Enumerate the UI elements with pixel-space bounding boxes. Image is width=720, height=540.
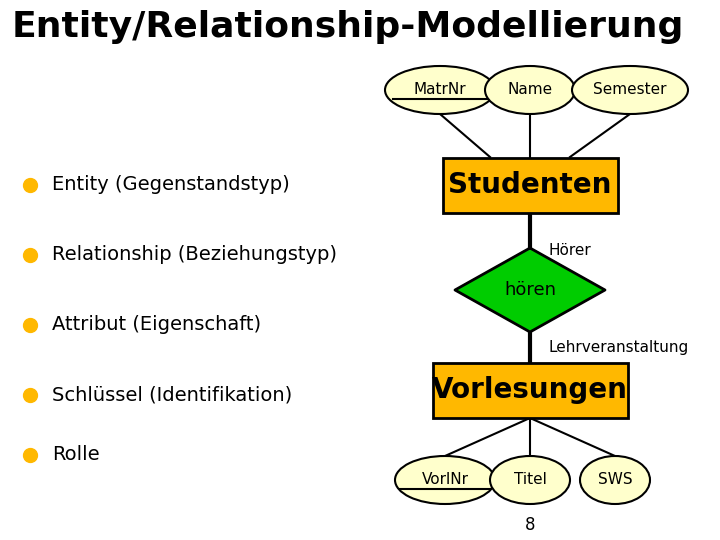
Polygon shape <box>455 248 605 332</box>
Text: SWS: SWS <box>598 472 632 488</box>
Text: Schlüssel (Identifikation): Schlüssel (Identifikation) <box>52 386 292 404</box>
Text: Attribut (Eigenschaft): Attribut (Eigenschaft) <box>52 315 261 334</box>
Ellipse shape <box>385 66 495 114</box>
Text: Name: Name <box>508 83 552 98</box>
Text: Lehrveranstaltung: Lehrveranstaltung <box>548 340 688 355</box>
Ellipse shape <box>490 456 570 504</box>
Text: Hörer: Hörer <box>548 243 590 258</box>
Text: Entity/Relationship-Modellierung: Entity/Relationship-Modellierung <box>12 10 685 44</box>
Ellipse shape <box>485 66 575 114</box>
Text: MatrNr: MatrNr <box>414 83 467 98</box>
Ellipse shape <box>580 456 650 504</box>
Text: VorlNr: VorlNr <box>421 472 469 488</box>
Text: Vorlesungen: Vorlesungen <box>432 376 628 404</box>
Text: Entity (Gegenstandstyp): Entity (Gegenstandstyp) <box>52 176 289 194</box>
FancyBboxPatch shape <box>443 158 618 213</box>
Text: hören: hören <box>504 281 556 299</box>
Text: Titel: Titel <box>513 472 546 488</box>
Ellipse shape <box>572 66 688 114</box>
Text: 8: 8 <box>525 516 535 534</box>
Text: Semester: Semester <box>593 83 667 98</box>
FancyBboxPatch shape <box>433 362 628 417</box>
Text: Studenten: Studenten <box>449 171 612 199</box>
Text: Relationship (Beziehungstyp): Relationship (Beziehungstyp) <box>52 246 337 265</box>
Ellipse shape <box>395 456 495 504</box>
Text: Rolle: Rolle <box>52 446 99 464</box>
